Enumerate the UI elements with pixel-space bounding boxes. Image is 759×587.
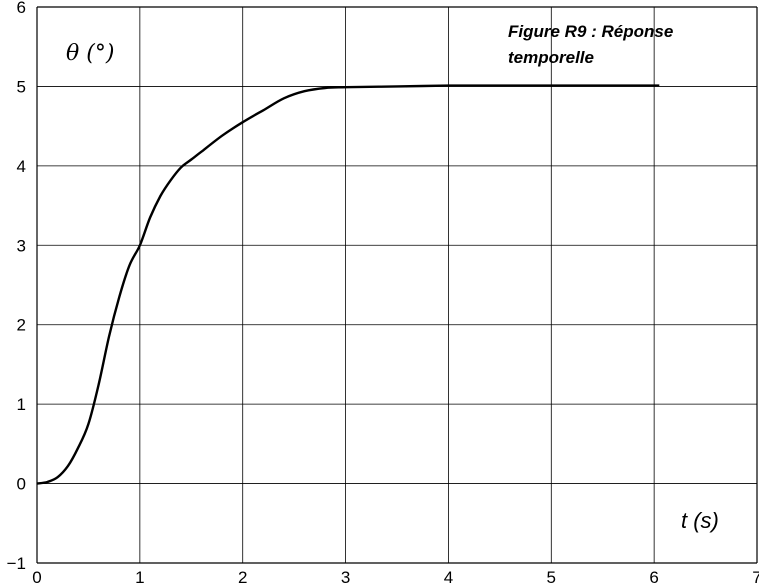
x-axis-label: t (s): [681, 508, 719, 533]
y-tick-label: −1: [7, 554, 26, 573]
y-tick-labels: −1 0 1 2 3 4 5 6: [7, 0, 26, 573]
series-line-theta: [36, 84, 660, 485]
x-tick-label: 3: [341, 568, 350, 587]
y-tick-label: 0: [17, 475, 26, 494]
x-tick-labels: 0 1 2 3 4 5 6 7: [32, 568, 759, 587]
x-tick-label: 0: [32, 568, 41, 587]
y-tick-label: 6: [17, 0, 26, 17]
x-tick-label: 5: [547, 568, 556, 587]
x-tick-label: 1: [135, 568, 144, 587]
x-tick-label: 6: [649, 568, 658, 587]
x-tick-label: 7: [752, 568, 759, 587]
y-tick-label: 2: [17, 316, 26, 335]
y-tick-label: 1: [17, 395, 26, 414]
curve-layer: [36, 84, 660, 485]
y-tick-label: 4: [17, 157, 26, 176]
y-tick-label: 5: [17, 77, 26, 96]
chart-title-line-2: temporelle: [508, 48, 594, 67]
x-tick-label: 4: [444, 568, 453, 587]
chart-title-line-1: Figure R9 : Réponse: [508, 22, 673, 41]
y-axis-label: θ (°): [66, 41, 114, 66]
x-tick-label: 2: [238, 568, 247, 587]
grid: [36, 6, 758, 564]
y-tick-label: 3: [17, 236, 26, 255]
